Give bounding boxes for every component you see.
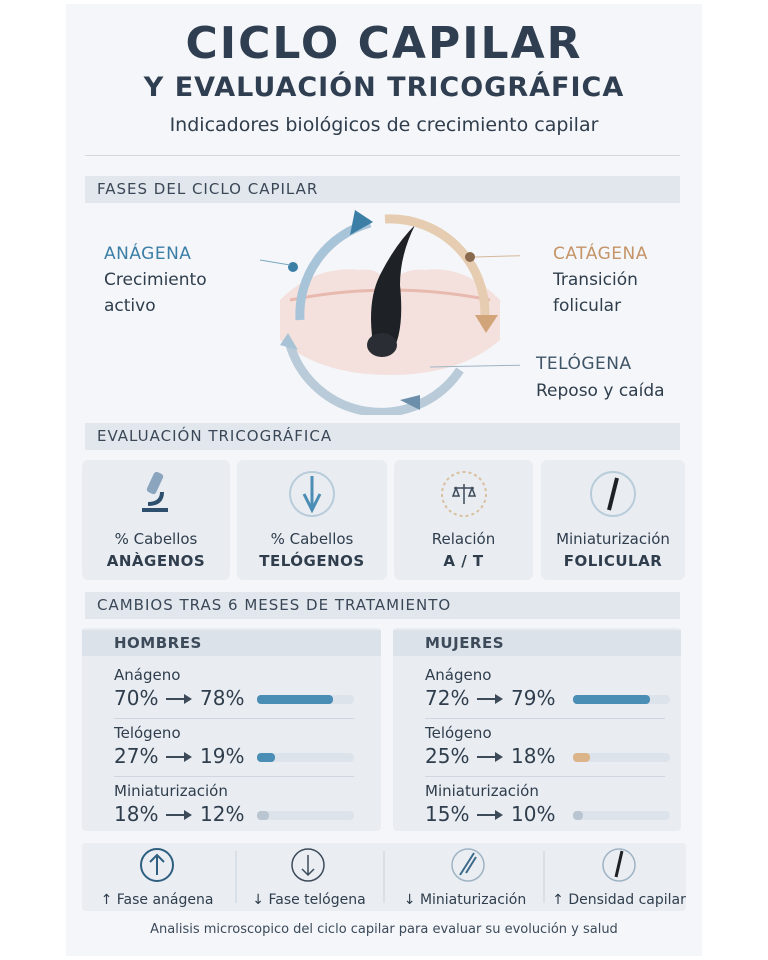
eval-card: % Cabellos TELÓGENOS (237, 460, 387, 580)
footer: Analisis microscopico del ciclo capilar … (150, 922, 618, 937)
arrow-head (495, 752, 503, 762)
metric-name: Miniaturización (114, 782, 228, 800)
eval-card: % Cabellos ANÀGENOS (82, 460, 230, 580)
summary-item: ↑ Fase anágena (100, 892, 214, 908)
metric-before: 25% (425, 744, 470, 768)
card-icon (440, 471, 487, 517)
arrow-head (184, 694, 192, 704)
subtitle: Indicadores biológicos de crecimiento ca… (169, 114, 599, 136)
arrow-head (184, 810, 192, 820)
result-panel: HOMBRES Anágeno 70% 78% Telógeno 27% 19% Miniat… (82, 628, 381, 831)
metric-before: 27% (114, 744, 159, 768)
metric-name: Telógeno (425, 724, 492, 742)
metric-after: 18% (511, 744, 556, 768)
summary-item: ↓ Fase telógena (252, 892, 366, 908)
title2: Y EVALUACIÓN TRICOGRÁFICA (143, 72, 625, 103)
metric-name: Anágeno (114, 666, 181, 684)
metric-after: 12% (200, 802, 245, 826)
bar (573, 811, 583, 820)
section-heading: FASES DEL CICLO CAPILAR (85, 176, 680, 203)
title: CICLO CAPILAR (185, 18, 583, 69)
section-heading: CAMBIOS TRAS 6 MESES DE TRATAMIENTO (85, 592, 680, 619)
metric-before: 70% (114, 686, 159, 710)
bar (573, 753, 591, 762)
phase-name: TELÓGENA (536, 354, 632, 374)
bar (573, 695, 650, 704)
phase-desc: Crecimiento (104, 270, 207, 290)
phase-desc: Reposo y caída (536, 381, 665, 401)
card-label: % Cabellos (270, 530, 354, 548)
metric-before: 18% (114, 802, 159, 826)
arrow (166, 752, 192, 762)
summary-item: ↑ Densidad capilar (552, 892, 686, 908)
card-icon (289, 471, 335, 517)
panel-heading: HOMBRES (82, 630, 381, 656)
card-label: Relación (431, 530, 496, 548)
arrow-head (495, 810, 503, 820)
arrow-head (495, 694, 503, 704)
bar (257, 811, 269, 820)
metric-after: 19% (200, 744, 245, 768)
card-icon (142, 471, 168, 512)
card-label: % Cabellos (114, 530, 198, 548)
card-label: A / T (443, 552, 484, 570)
arrow (477, 694, 503, 704)
bar (257, 753, 276, 762)
bar (257, 695, 333, 704)
panel-heading: MUJERES (393, 630, 681, 656)
result-panel: MUJERES Anágeno 72% 79% Telógeno 25% 18% Miniat… (393, 628, 681, 831)
arrow (477, 752, 503, 762)
phase-desc: folicular (553, 296, 622, 316)
arrow (166, 810, 192, 820)
row-divider (114, 776, 354, 777)
bar-track (257, 753, 354, 762)
card-label: Miniaturización (556, 530, 670, 548)
row-divider (114, 718, 354, 719)
section-heading: EVALUACIÓN TRICOGRÁFICA (85, 423, 680, 450)
metric-before: 15% (425, 802, 470, 826)
phase-desc: Transición (553, 270, 638, 290)
bar-track (257, 811, 354, 820)
divider (85, 155, 680, 156)
phase-name: CATÁGENA (553, 244, 648, 264)
arrow-head (184, 752, 192, 762)
phase-name: ANÁGENA (104, 244, 192, 264)
arrow (166, 694, 192, 704)
row-divider (425, 718, 665, 719)
phase-desc: activo (104, 296, 156, 316)
metric-after: 79% (511, 686, 556, 710)
metric-name: Anágeno (425, 666, 492, 684)
card-label: ANÀGENOS (106, 552, 206, 570)
metric-after: 10% (511, 802, 556, 826)
eval-card: Miniaturización FOLICULAR (541, 460, 685, 580)
metric-name: Telógeno (114, 724, 181, 742)
card-icon (590, 471, 636, 517)
summary-item: ↓ Miniaturización (403, 892, 527, 908)
row-divider (425, 776, 665, 777)
metric-before: 72% (425, 686, 470, 710)
card-label: TELÓGENOS (259, 552, 365, 570)
metric-name: Miniaturización (425, 782, 539, 800)
bar-track (573, 811, 670, 820)
arrow (477, 810, 503, 820)
card-label: FOLICULAR (563, 552, 663, 570)
eval-card: Relación A / T (394, 460, 533, 580)
cycle-diagram (260, 210, 520, 415)
summary-icons (140, 848, 636, 903)
bar-track (573, 753, 670, 762)
metric-after: 78% (200, 686, 245, 710)
